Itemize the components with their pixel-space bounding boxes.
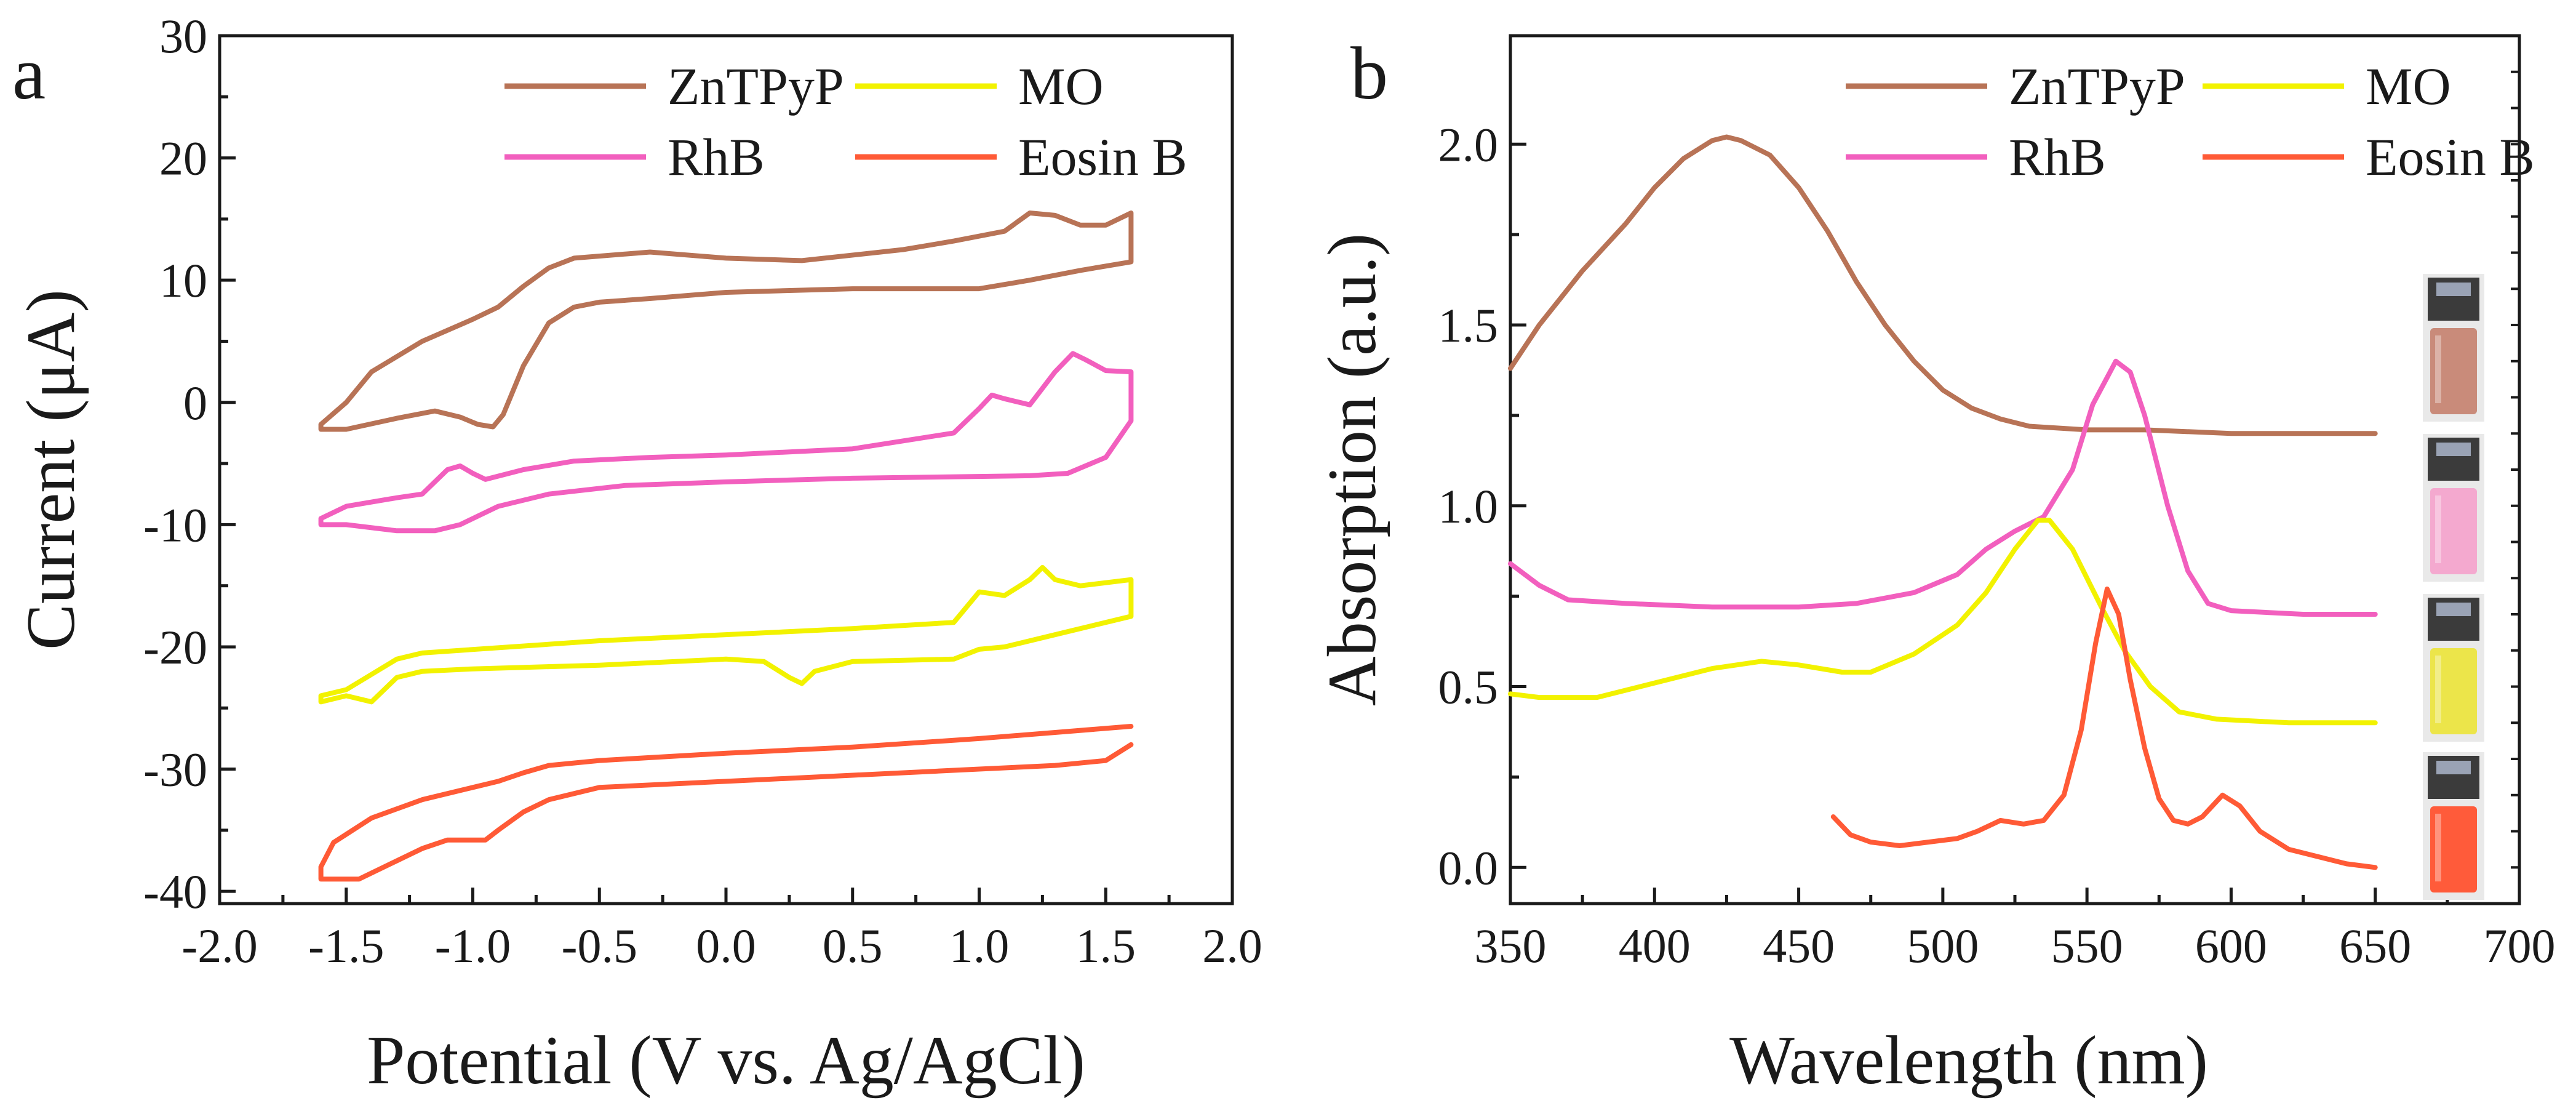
vial-image-4 [2423,752,2484,900]
x-tick-label: 0.0 [696,919,756,973]
series-line-rhb [318,351,1134,534]
panel-a-y-axis-label: Current (μA) [13,289,89,650]
panel-b-y-axis-label: Absorption (a.u.) [1314,233,1390,706]
y-tick-label: 20 [159,132,207,185]
y-tick-label: -30 [143,743,207,796]
panel-b-series [1508,134,2378,870]
y-tick-label: 1.5 [1438,299,1499,352]
x-tick-label: 1.5 [1076,919,1136,973]
panel-a: a -2.0 -1.5 -1.0 -0.5 0.0 0.5 1.0 1.5 2.0 -40 -30… [12,9,1262,1099]
x-tick-label: 700 [2484,919,2556,973]
panel-b-x-axis-label: Wavelength (nm) [1729,1022,2208,1099]
legend-label-mo: MO [1018,57,1104,116]
series-line-mo [318,564,1134,705]
x-tick-label: -0.5 [562,919,637,973]
legend-label-eosin-b: Eosin B [1018,127,1187,187]
x-tick-label: -1.5 [308,919,384,973]
x-tick-label: 2.0 [1202,919,1262,973]
y-tick-label: 0 [183,376,207,430]
x-tick-label: 450 [1763,919,1835,973]
y-tick-label: 0.5 [1438,660,1499,714]
panel-b-y-ticks: 0.0 0.5 1.0 1.5 2.0 [1438,70,2519,894]
vial-image-1 [2423,274,2484,422]
legend-label-zntpyp: ZnTPyP [2009,57,2185,116]
legend-label-mo: MO [2366,57,2451,116]
y-tick-label: -40 [143,865,207,918]
x-tick-label: 0.5 [823,919,883,973]
y-tick-label: -20 [143,620,207,674]
series-line-eosin-b [1830,586,2378,870]
panel-a-label: a [12,32,46,115]
x-tick-label: 650 [2339,919,2411,973]
panel-b-legend: ZnTPyP MO RhB Eosin B [1846,57,2535,187]
y-tick-label: 1.0 [1438,479,1499,533]
legend-label-rhb: RhB [2009,127,2106,187]
panel-a-y-ticks: -40 -30 -20 -10 0 10 20 30 [143,9,236,918]
panel-b-label: b [1350,32,1388,115]
series-line-mo [1508,518,2378,726]
panel-b-x-ticks: 350 400 450 500 550 600 650 700 [1475,888,2556,973]
panel-b-vial-images [2423,274,2484,900]
x-tick-label: 500 [1907,919,1979,973]
panel-a-x-ticks: -2.0 -1.5 -1.0 -0.5 0.0 0.5 1.0 1.5 2.0 [181,888,1262,973]
y-tick-label: 2.0 [1438,118,1499,171]
y-tick-label: -10 [143,498,207,551]
x-tick-label: 1.0 [949,919,1010,973]
x-tick-label: 400 [1619,919,1691,973]
series-line-rhb [1508,358,2378,617]
x-tick-label: 600 [2195,919,2267,973]
vial-image-3 [2423,594,2484,742]
x-tick-label: 350 [1475,919,1547,973]
panel-a-x-axis-label: Potential (V vs. Ag/AgCl) [367,1022,1085,1099]
series-line-zntpyp [318,211,1134,432]
y-tick-label: 0.0 [1438,841,1499,894]
panel-a-series [318,211,1134,882]
legend-label-zntpyp: ZnTPyP [668,57,844,116]
y-tick-label: 30 [159,9,207,63]
x-tick-label: -1.0 [435,919,511,973]
series-line-eosin-b [318,724,1134,882]
panel-a-legend: ZnTPyP MO RhB Eosin B [504,57,1187,187]
x-tick-label: 550 [2051,919,2123,973]
y-tick-label: 10 [159,254,207,307]
x-tick-label: -2.0 [181,919,257,973]
panel-b: b 350 400 450 500 550 600 650 700 0.0 0.5 1.0 1.5 2… [1314,32,2556,1099]
legend-label-rhb: RhB [668,127,765,187]
vial-image-2 [2423,434,2484,582]
series-line-zntpyp [1508,134,2378,436]
legend-label-eosin-b: Eosin B [2366,127,2535,187]
